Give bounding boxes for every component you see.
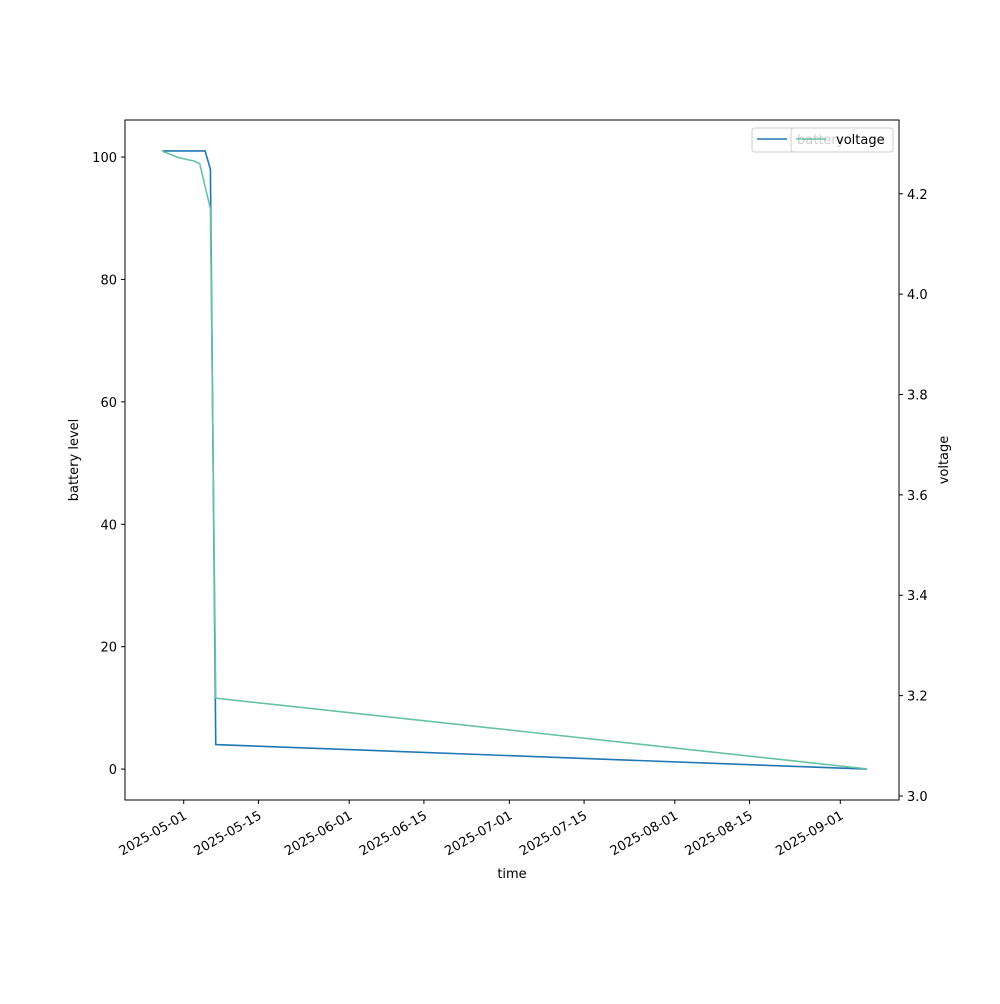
- y-tick-label: 0: [109, 763, 117, 778]
- y2-tick-label: 3.6: [907, 489, 928, 504]
- x-tick-label: 2025-06-01: [282, 808, 355, 859]
- x-tick-label: 2025-07-15: [517, 808, 590, 859]
- x-tick-label: 2025-07-01: [442, 808, 515, 859]
- x-tick-label: 2025-05-15: [192, 808, 265, 859]
- y2-tick-label: 4.2: [907, 188, 928, 203]
- x-tick-label: 2025-09-01: [773, 808, 846, 859]
- legend-label: voltage: [836, 133, 885, 148]
- series-line: [162, 150, 868, 770]
- x-tick-label: 2025-06-15: [357, 808, 430, 859]
- y2-tick-label: 3.8: [907, 389, 928, 404]
- y2-tick-label: 3.2: [907, 690, 928, 705]
- plot-frame: [124, 119, 900, 801]
- x-tick-label: 2025-05-01: [117, 808, 190, 859]
- y2-tick-label: 3.0: [907, 790, 928, 805]
- x-tick-label: 2025-08-15: [683, 808, 756, 859]
- y-tick-label: 80: [100, 273, 117, 288]
- y-tick-label: 20: [100, 641, 117, 656]
- legend-box: [790, 127, 894, 153]
- x-axis-label: time: [497, 867, 526, 882]
- y-tick-label: 60: [100, 396, 117, 411]
- y2-tick-label: 4.0: [907, 288, 928, 303]
- y-tick-label: 40: [100, 518, 117, 533]
- y2-axis-label: voltage: [937, 436, 952, 485]
- x-tick-label: 2025-08-01: [608, 808, 681, 859]
- y-tick-label: 100: [92, 151, 117, 166]
- series-line: [162, 150, 868, 770]
- y2-tick-label: 3.4: [907, 589, 928, 604]
- y-axis-label: battery level: [67, 419, 82, 502]
